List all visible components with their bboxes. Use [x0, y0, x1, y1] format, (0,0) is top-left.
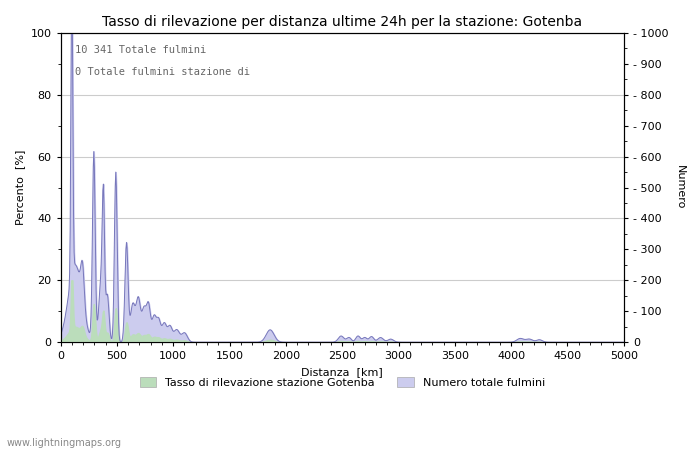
- Y-axis label: Percento  [%]: Percento [%]: [15, 150, 25, 225]
- Text: 0 Totale fulmini stazione di: 0 Totale fulmini stazione di: [75, 67, 250, 77]
- Text: www.lightningmaps.org: www.lightningmaps.org: [7, 438, 122, 448]
- Text: 10 341 Totale fulmini: 10 341 Totale fulmini: [75, 45, 206, 55]
- Title: Tasso di rilevazione per distanza ultime 24h per la stazione: Gotenba: Tasso di rilevazione per distanza ultime…: [102, 15, 582, 29]
- Y-axis label: Numero: Numero: [675, 166, 685, 210]
- X-axis label: Distanza  [km]: Distanza [km]: [301, 367, 383, 377]
- Legend: Tasso di rilevazione stazione Gotenba, Numero totale fulmini: Tasso di rilevazione stazione Gotenba, N…: [135, 373, 550, 392]
